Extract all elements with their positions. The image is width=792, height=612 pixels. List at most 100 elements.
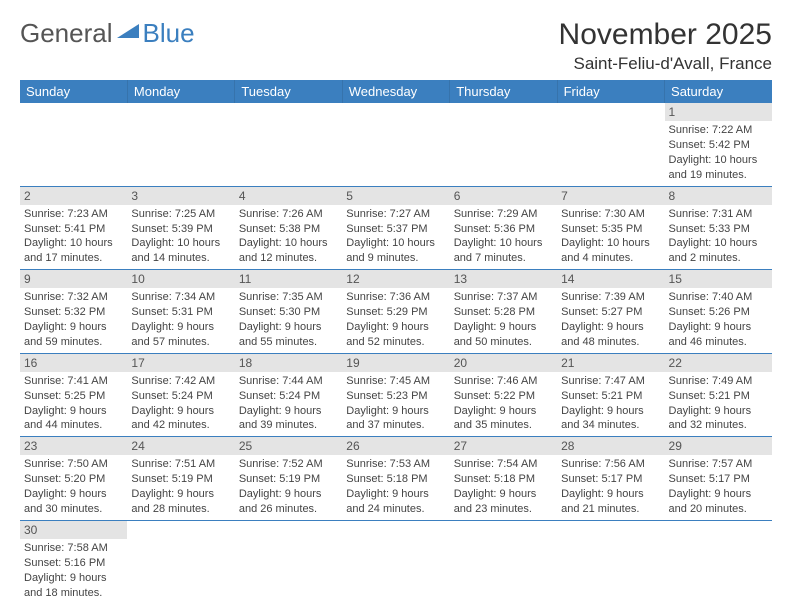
- calendar-cell: 13Sunrise: 7:37 AMSunset: 5:28 PMDayligh…: [450, 270, 557, 354]
- day-number: 22: [665, 354, 772, 372]
- sunrise-text: Sunrise: 7:56 AM: [561, 457, 660, 472]
- calendar-week: 2Sunrise: 7:23 AMSunset: 5:41 PMDaylight…: [20, 186, 772, 270]
- sunrise-text: Sunrise: 7:34 AM: [131, 290, 230, 305]
- day-number: 24: [127, 437, 234, 455]
- day-header: Thursday: [450, 80, 557, 103]
- sunset-text: Sunset: 5:30 PM: [239, 305, 338, 320]
- sunrise-text: Sunrise: 7:25 AM: [131, 207, 230, 222]
- calendar-cell: [557, 520, 664, 603]
- daylight-text: Daylight: 9 hours and 55 minutes.: [239, 320, 338, 350]
- sunset-text: Sunset: 5:28 PM: [454, 305, 553, 320]
- location-text: Saint-Feliu-d'Avall, France: [559, 54, 772, 74]
- sunrise-text: Sunrise: 7:37 AM: [454, 290, 553, 305]
- calendar-cell: 26Sunrise: 7:53 AMSunset: 5:18 PMDayligh…: [342, 437, 449, 521]
- day-number: 3: [127, 187, 234, 205]
- calendar-cell: 4Sunrise: 7:26 AMSunset: 5:38 PMDaylight…: [235, 186, 342, 270]
- daylight-text: Daylight: 9 hours and 39 minutes.: [239, 404, 338, 434]
- daylight-text: Daylight: 9 hours and 30 minutes.: [24, 487, 123, 517]
- sunrise-text: Sunrise: 7:40 AM: [669, 290, 768, 305]
- sunset-text: Sunset: 5:33 PM: [669, 222, 768, 237]
- sunset-text: Sunset: 5:23 PM: [346, 389, 445, 404]
- calendar-cell: 12Sunrise: 7:36 AMSunset: 5:29 PMDayligh…: [342, 270, 449, 354]
- sunset-text: Sunset: 5:19 PM: [239, 472, 338, 487]
- daylight-text: Daylight: 9 hours and 32 minutes.: [669, 404, 768, 434]
- sunrise-text: Sunrise: 7:47 AM: [561, 374, 660, 389]
- day-number: 1: [665, 103, 772, 121]
- calendar-cell: 23Sunrise: 7:50 AMSunset: 5:20 PMDayligh…: [20, 437, 127, 521]
- calendar-cell: 8Sunrise: 7:31 AMSunset: 5:33 PMDaylight…: [665, 186, 772, 270]
- calendar-cell: [127, 103, 234, 186]
- calendar-cell: 29Sunrise: 7:57 AMSunset: 5:17 PMDayligh…: [665, 437, 772, 521]
- sunrise-text: Sunrise: 7:29 AM: [454, 207, 553, 222]
- daylight-text: Daylight: 10 hours and 12 minutes.: [239, 236, 338, 266]
- calendar-cell: 10Sunrise: 7:34 AMSunset: 5:31 PMDayligh…: [127, 270, 234, 354]
- daylight-text: Daylight: 9 hours and 48 minutes.: [561, 320, 660, 350]
- sunrise-text: Sunrise: 7:23 AM: [24, 207, 123, 222]
- header-row: General Blue November 2025 Saint-Feliu-d…: [20, 18, 772, 74]
- calendar-cell: 11Sunrise: 7:35 AMSunset: 5:30 PMDayligh…: [235, 270, 342, 354]
- sunset-text: Sunset: 5:24 PM: [239, 389, 338, 404]
- calendar-cell: 25Sunrise: 7:52 AMSunset: 5:19 PMDayligh…: [235, 437, 342, 521]
- sunset-text: Sunset: 5:17 PM: [561, 472, 660, 487]
- daylight-text: Daylight: 9 hours and 28 minutes.: [131, 487, 230, 517]
- daylight-text: Daylight: 9 hours and 23 minutes.: [454, 487, 553, 517]
- sunrise-text: Sunrise: 7:51 AM: [131, 457, 230, 472]
- sunrise-text: Sunrise: 7:57 AM: [669, 457, 768, 472]
- calendar-cell: [557, 103, 664, 186]
- sunset-text: Sunset: 5:17 PM: [669, 472, 768, 487]
- calendar-week: 1Sunrise: 7:22 AMSunset: 5:42 PMDaylight…: [20, 103, 772, 186]
- day-number: 30: [20, 521, 127, 539]
- sunset-text: Sunset: 5:20 PM: [24, 472, 123, 487]
- sunset-text: Sunset: 5:27 PM: [561, 305, 660, 320]
- calendar-week: 9Sunrise: 7:32 AMSunset: 5:32 PMDaylight…: [20, 270, 772, 354]
- day-number: 4: [235, 187, 342, 205]
- day-header: Wednesday: [342, 80, 449, 103]
- day-number: 10: [127, 270, 234, 288]
- daylight-text: Daylight: 10 hours and 19 minutes.: [669, 153, 768, 183]
- sunrise-text: Sunrise: 7:46 AM: [454, 374, 553, 389]
- sunset-text: Sunset: 5:19 PM: [131, 472, 230, 487]
- day-number: 17: [127, 354, 234, 372]
- day-number: 23: [20, 437, 127, 455]
- calendar-cell: 19Sunrise: 7:45 AMSunset: 5:23 PMDayligh…: [342, 353, 449, 437]
- day-number: 16: [20, 354, 127, 372]
- day-number: 5: [342, 187, 449, 205]
- logo-text-1: General: [20, 18, 113, 49]
- daylight-text: Daylight: 9 hours and 44 minutes.: [24, 404, 123, 434]
- triangle-flag-icon: [113, 18, 141, 49]
- day-number: 18: [235, 354, 342, 372]
- daylight-text: Daylight: 10 hours and 2 minutes.: [669, 236, 768, 266]
- daylight-text: Daylight: 10 hours and 9 minutes.: [346, 236, 445, 266]
- daylight-text: Daylight: 9 hours and 34 minutes.: [561, 404, 660, 434]
- sunrise-text: Sunrise: 7:53 AM: [346, 457, 445, 472]
- calendar-cell: [235, 520, 342, 603]
- sunrise-text: Sunrise: 7:27 AM: [346, 207, 445, 222]
- daylight-text: Daylight: 9 hours and 57 minutes.: [131, 320, 230, 350]
- sunset-text: Sunset: 5:29 PM: [346, 305, 445, 320]
- sunrise-text: Sunrise: 7:39 AM: [561, 290, 660, 305]
- calendar-cell: 22Sunrise: 7:49 AMSunset: 5:21 PMDayligh…: [665, 353, 772, 437]
- calendar-cell: 15Sunrise: 7:40 AMSunset: 5:26 PMDayligh…: [665, 270, 772, 354]
- calendar-cell: 7Sunrise: 7:30 AMSunset: 5:35 PMDaylight…: [557, 186, 664, 270]
- daylight-text: Daylight: 9 hours and 42 minutes.: [131, 404, 230, 434]
- calendar-cell: [20, 103, 127, 186]
- calendar-cell: 18Sunrise: 7:44 AMSunset: 5:24 PMDayligh…: [235, 353, 342, 437]
- day-number: 12: [342, 270, 449, 288]
- calendar-cell: 24 Sunrise: 7:51 AMSunset: 5:19 PMDayligh…: [127, 437, 234, 521]
- daylight-text: Daylight: 10 hours and 4 minutes.: [561, 236, 660, 266]
- sunset-text: Sunset: 5:26 PM: [669, 305, 768, 320]
- daylight-text: Daylight: 9 hours and 52 minutes.: [346, 320, 445, 350]
- sunrise-text: Sunrise: 7:54 AM: [454, 457, 553, 472]
- sunset-text: Sunset: 5:22 PM: [454, 389, 553, 404]
- sunrise-text: Sunrise: 7:30 AM: [561, 207, 660, 222]
- calendar-cell: [342, 520, 449, 603]
- calendar-cell: 21Sunrise: 7:47 AMSunset: 5:21 PMDayligh…: [557, 353, 664, 437]
- sunset-text: Sunset: 5:36 PM: [454, 222, 553, 237]
- sunrise-text: Sunrise: 7:42 AM: [131, 374, 230, 389]
- logo: General Blue: [20, 18, 195, 49]
- sunset-text: Sunset: 5:18 PM: [454, 472, 553, 487]
- day-number: 20: [450, 354, 557, 372]
- calendar-week: 23Sunrise: 7:50 AMSunset: 5:20 PMDayligh…: [20, 437, 772, 521]
- calendar-cell: [127, 520, 234, 603]
- day-number: 21: [557, 354, 664, 372]
